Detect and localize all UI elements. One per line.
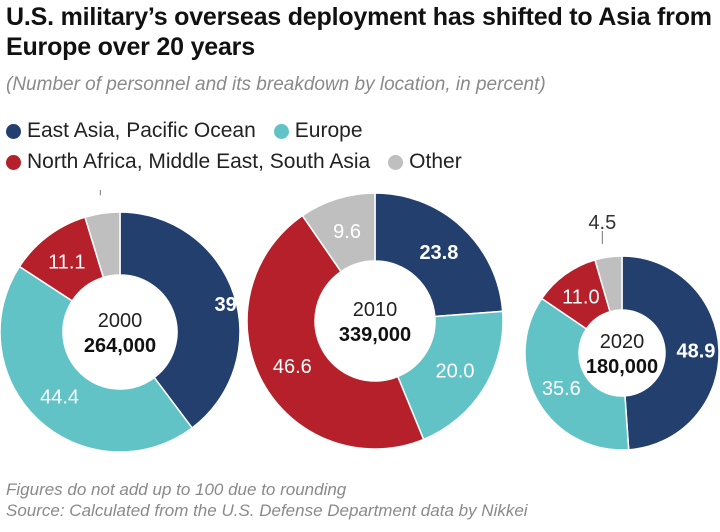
donut-2020-slice-1 (524, 297, 630, 451)
donut-2000-slice-3 (84, 211, 121, 279)
donut-2010-slice-0 (374, 192, 504, 318)
legend-label-other: Other (409, 150, 462, 173)
donut-2020-label-1: 35.6 (542, 378, 581, 400)
legend-label-middle-east: North Africa, Middle East, South Asia (27, 150, 371, 173)
donut-2020-year: 2020 (600, 331, 645, 353)
donut-2010-slice-1 (396, 310, 504, 441)
donut-2010-slice-3 (301, 192, 376, 273)
legend-swatch-europe (273, 123, 289, 139)
donut-2020-total: 180,000 (586, 356, 658, 378)
legend-row-1: East Asia, Pacific Ocean Europe (6, 119, 381, 143)
legend-item-east-asia: East Asia, Pacific Ocean (6, 119, 256, 143)
legend-item-middle-east: North Africa, Middle East, South Asia (6, 150, 370, 174)
donut-charts: 39.744.411.14.72000264,00023.820.046.69.… (0, 190, 720, 453)
donut-2020-slice-3 (594, 255, 623, 313)
donut-2000-year: 2000 (98, 310, 143, 332)
donut-2000-total: 264,000 (84, 335, 156, 357)
donut-2020-label-0: 48.9 (676, 341, 715, 363)
donut-2020-label-3: 4.5 (588, 212, 616, 234)
donut-2000-slice-1 (0, 265, 194, 453)
chart-title: U.S. military’s overseas deployment has … (6, 3, 712, 61)
chart-subtitle: (Number of personnel and its breakdown b… (6, 74, 546, 95)
donut-2000-label-2: 11.1 (48, 251, 85, 273)
donut-2020-label-2: 11.0 (562, 286, 599, 308)
donut-2000-label-0: 39.7 (214, 294, 253, 316)
donut-2010-label-2: 46.6 (273, 356, 312, 378)
legend-item-other: Other (388, 150, 462, 174)
legend-label-europe: Europe (294, 119, 363, 142)
donut-2010-label-3: 9.6 (333, 221, 361, 243)
donut-2010-year: 2010 (353, 299, 398, 321)
legend-swatch-middle-east (6, 154, 21, 170)
donut-2010-total: 339,000 (339, 324, 411, 346)
legend-label-east-asia: East Asia, Pacific Ocean (27, 119, 256, 142)
legend-swatch-east-asia (6, 123, 21, 139)
donut-2020-slice-0 (621, 255, 720, 451)
donut-2000-label-1: 44.4 (40, 387, 79, 409)
donut-2010-label-1: 20.0 (436, 360, 475, 382)
legend-item-europe: Europe (273, 119, 363, 143)
footnote-source: Source: Calculated from the U.S. Defense… (6, 501, 528, 520)
donut-2000-slice-0 (119, 211, 241, 429)
legend-row-2: North Africa, Middle East, South Asia Ot… (6, 150, 480, 174)
donut-2010-label-0: 23.8 (419, 242, 458, 264)
donut-2010-slice-2 (246, 214, 425, 450)
footnote-rounding: Figures do not add up to 100 due to roun… (6, 480, 347, 499)
legend-swatch-other (388, 154, 404, 170)
